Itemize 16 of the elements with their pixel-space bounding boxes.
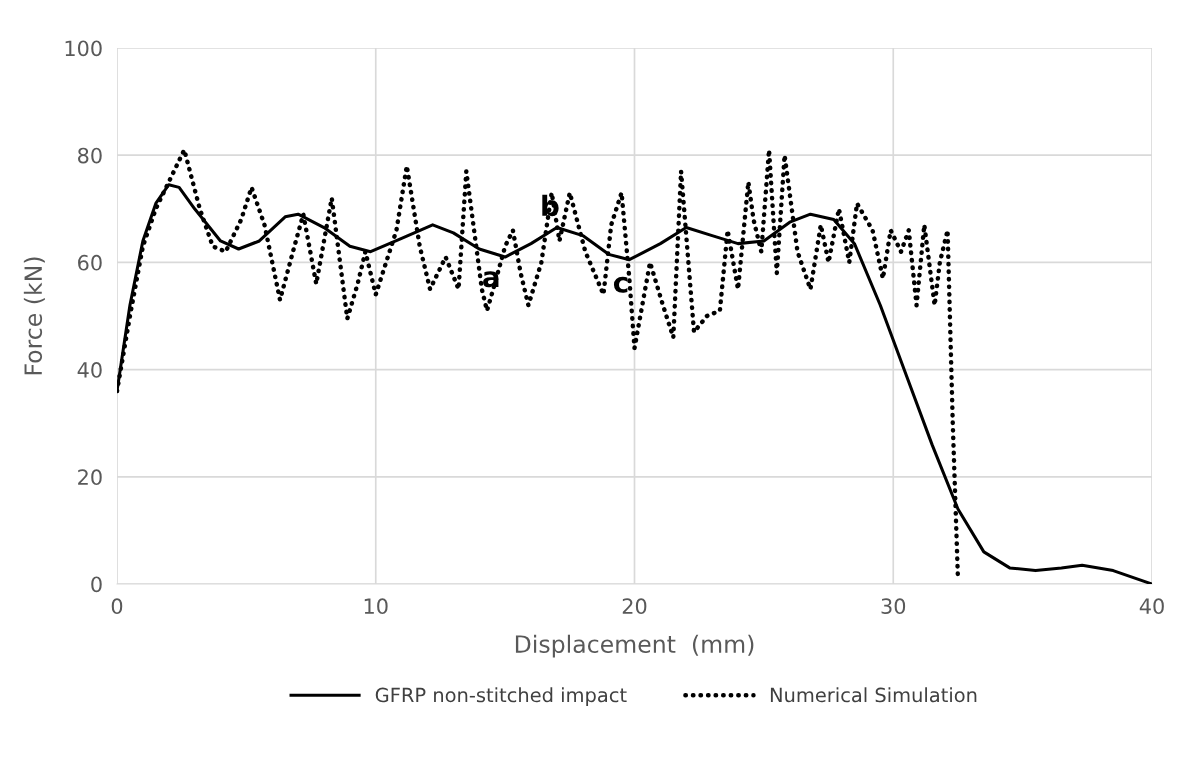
x-tick-label: 40	[1139, 598, 1164, 615]
y-tick-label: 100	[65, 40, 102, 57]
y-tick-label: 40	[77, 362, 102, 378]
x-tick-label: 30	[881, 598, 906, 615]
y-tick-label: 80	[78, 147, 102, 164]
legend-label: Numerical Simulation	[770, 687, 977, 703]
y-axis-title: Force (kN)	[23, 257, 45, 375]
x-axis-title: Displacement (mm)	[515, 634, 754, 658]
y-tick-label: 60	[78, 254, 102, 271]
y-tick-label: 20	[78, 469, 102, 486]
x-tick-label: 10	[364, 598, 388, 615]
x-tick-label: 0	[111, 598, 123, 615]
x-tick-label: 20	[622, 598, 647, 615]
legend-label: GFRP non-stitched impact	[375, 687, 627, 707]
annotation: c	[613, 276, 628, 293]
y-tick-label: 0	[91, 576, 102, 593]
